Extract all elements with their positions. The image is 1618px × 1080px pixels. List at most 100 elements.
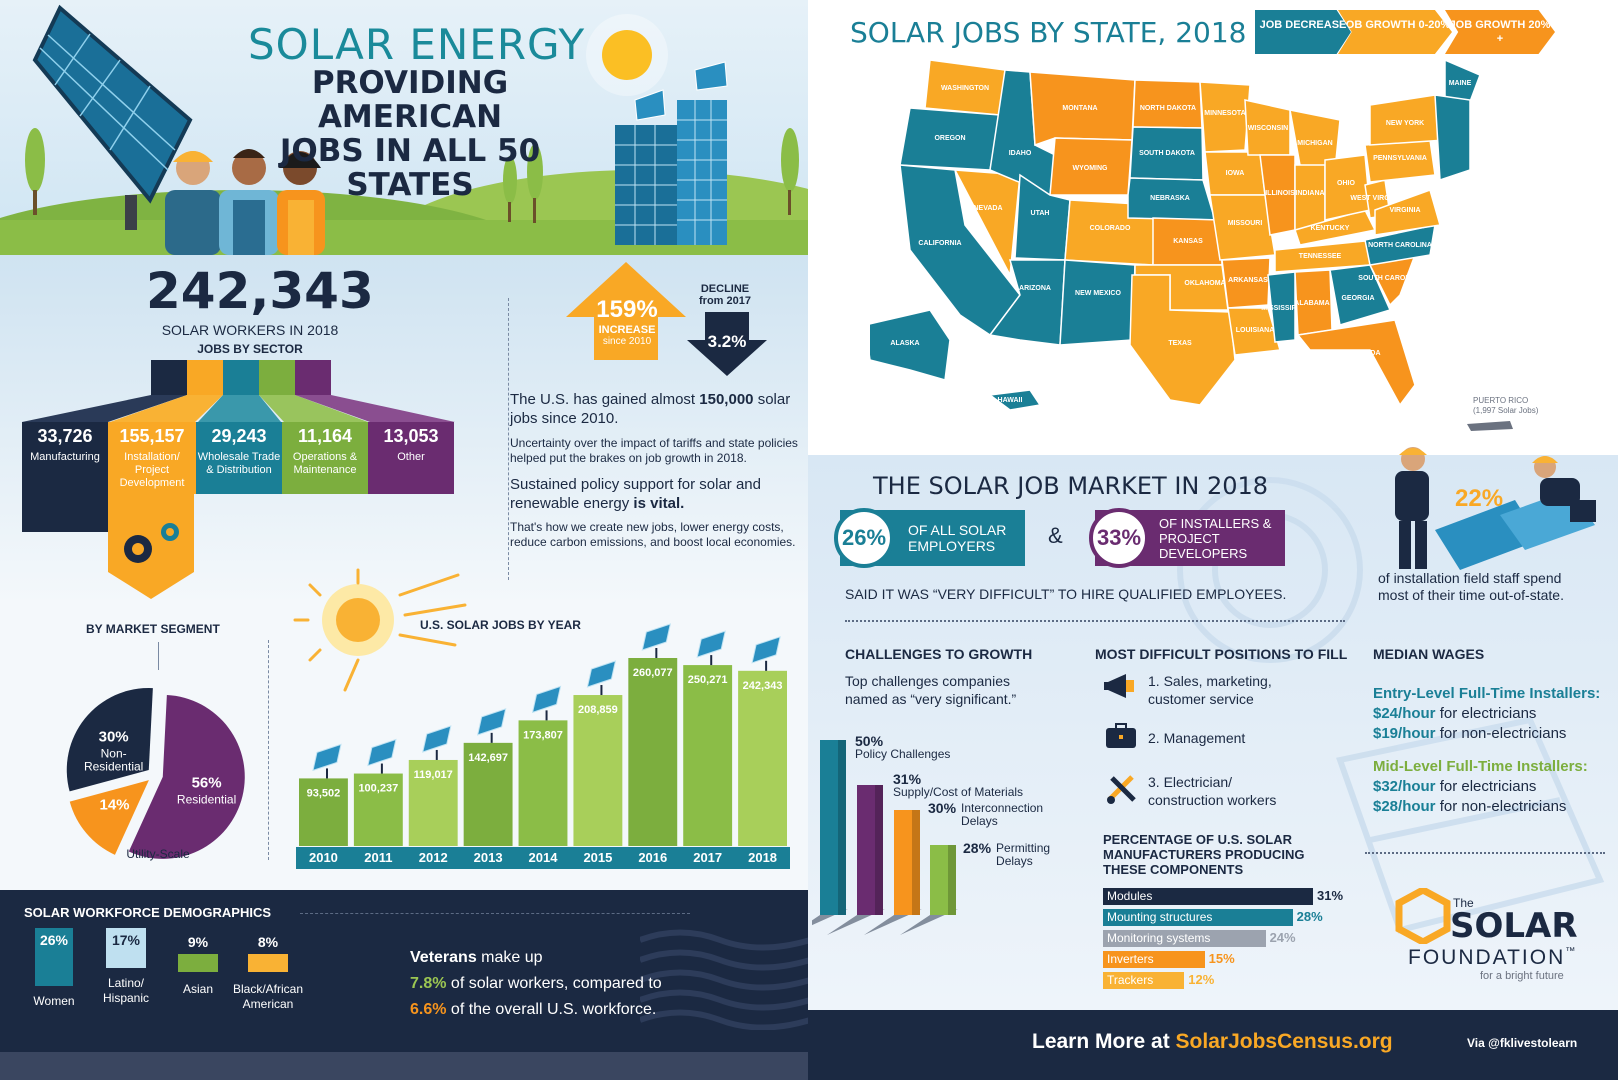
state-indiana (1294, 164, 1326, 231)
pie-label: Utility-Scale (126, 847, 190, 861)
legend-item: JOB GROWTH 0-20% (1338, 10, 1452, 54)
state-label: HAWAII (998, 397, 1023, 404)
flag-icon (640, 929, 808, 1030)
state-label: MAINE (1449, 80, 1472, 87)
state-northeast (1434, 94, 1471, 182)
state-label: NORTH CAROLINA (1368, 242, 1432, 249)
footer (808, 1010, 1618, 1080)
challenge-item: 30% Interconnection Delays (928, 800, 1088, 828)
bar (299, 778, 348, 846)
challenge-label: Permitting Delays (996, 841, 1051, 868)
sun-icon (293, 568, 467, 692)
state-label: VIRGINIA (1389, 207, 1420, 214)
state-hawaii (988, 389, 1042, 411)
demographic-item: 26% Women (14, 928, 94, 1009)
challenge-bar-side (838, 740, 846, 915)
gear-arrow (108, 494, 194, 599)
position-item: 3. Electrician/ construction workers (1148, 774, 1277, 808)
demographic-bar: 26% (35, 928, 73, 986)
learn-more: Learn More at SolarJobsCensus.org (1032, 1030, 1393, 1053)
state-label: NORTH DAKOTA (1140, 105, 1196, 112)
mid-wages: Mid-Level Full-Time Installers: $32/hour… (1373, 758, 1588, 815)
bar (683, 665, 733, 846)
tree-icon (781, 128, 799, 215)
demographic-label: Latino/ Hispanic (102, 976, 150, 1005)
state-georgia (1329, 264, 1392, 326)
year-axis: 2010 2011 2012 2013 2014 2015 2016 2017 2018 (296, 847, 790, 869)
puerto-rico-shape (1467, 421, 1513, 431)
wages-title: MEDIAN WAGES (1373, 646, 1485, 662)
challenge-value: 50% (855, 733, 884, 749)
divider (268, 640, 269, 860)
pie-slice (66, 687, 153, 792)
state-label: IOWA (1226, 170, 1245, 177)
challenge-bar-side (948, 845, 956, 915)
market-title: THE SOLAR JOB MARKET IN 2018 (873, 472, 1269, 500)
logo-foundation: FOUNDATION™ (1408, 946, 1578, 969)
state-missouri (1209, 194, 1276, 261)
solar-panel-icon (531, 685, 562, 721)
legend-item: JOB GROWTH 20% + (1445, 10, 1555, 54)
year-label: 2014 (528, 850, 558, 865)
sector-label: Manufacturing (30, 451, 100, 463)
sector-label: Wholesale Trade & Distribution (197, 451, 281, 476)
state-label: ARKANSAS (1228, 277, 1268, 284)
bg-panels (1177, 477, 1605, 934)
state-label: TENNESSEE (1299, 253, 1342, 260)
position-item: 2. Management (1148, 730, 1246, 746)
state-label: ARIZONA (1019, 285, 1051, 292)
pie-value: 56% (192, 775, 222, 792)
segment-divider (158, 642, 159, 670)
ampersand: & (1048, 523, 1063, 548)
divider (300, 913, 690, 914)
bar (408, 759, 458, 846)
state-label: KANSAS (1173, 238, 1203, 245)
said-text: SAID IT WAS “VERY DIFFICULT” TO HIRE QUA… (845, 586, 1287, 602)
briefcase-icon (1106, 723, 1136, 748)
market-segment-pie: 56%Residential14%Utility-Scale30%Non-Res… (66, 687, 245, 861)
demographic-item: 9% Asian (158, 928, 238, 997)
challenge-bar-side (875, 785, 883, 915)
year-label: 2012 (418, 850, 448, 865)
state-alaska (870, 309, 951, 381)
sector-card: 11,164 Operations & Maintenance (282, 422, 368, 494)
sector-label: Operations & Maintenance (292, 451, 358, 476)
entry-wages: Entry-Level Full-Time Installers: $24/ho… (1373, 685, 1601, 742)
state-label: SOUTH DAKOTA (1139, 150, 1195, 157)
sector-ribbons (22, 360, 455, 422)
demographic-value: 9% (187, 934, 209, 950)
puerto-rico-label: PUERTO RICO (1,997 Solar Jobs) (1473, 396, 1539, 415)
bottom-strip (0, 1052, 808, 1080)
stat-employers: 26% OF ALL SOLAR EMPLOYERS (834, 508, 1025, 568)
state-label: NEW YORK (1386, 120, 1424, 127)
buildings-illustration (615, 61, 728, 245)
demographic-value: 26% (39, 932, 69, 948)
demographic-value: 17% (111, 932, 141, 948)
challenges-chart (812, 740, 958, 935)
bar (573, 695, 623, 846)
challenge-item: 28% Permitting Delays (963, 841, 1123, 868)
challenge-bar (857, 785, 883, 915)
tree-icon (503, 156, 517, 222)
challenge-shadow (864, 909, 922, 935)
left-panel: SOLAR ENERGY PROVIDING AMERICAN JOBS IN A… (0, 0, 808, 1080)
decline-value: 3.2% (707, 332, 747, 351)
challenges-title: CHALLENGES TO GROWTH (845, 646, 1033, 662)
out-of-state-text: of installation field staff spend most o… (1378, 570, 1564, 603)
year-label: 2011 (364, 850, 393, 865)
census-link[interactable]: SolarJobsCensus.org (1175, 1030, 1393, 1053)
solar-panel-icon (641, 623, 672, 658)
megaphone-icon (1104, 674, 1134, 698)
positions-title: MOST DIFFICULT POSITIONS TO FILL (1095, 646, 1348, 662)
state-label: GEORGIA (1341, 295, 1374, 302)
challenge-value: 30% (928, 800, 957, 816)
year-label: 2017 (693, 850, 723, 865)
sector-value: 11,164 (297, 426, 353, 446)
demographic-item: 8% Black/African American (228, 928, 308, 1012)
solar-panel-icon (751, 636, 781, 671)
map-title: SOLAR JOBS BY STATE, 2018 (850, 16, 1247, 49)
pie-value: 14% (100, 796, 130, 813)
bar (738, 670, 787, 846)
state-ohio (1324, 154, 1371, 221)
demographic-bar: 8% (248, 928, 288, 974)
